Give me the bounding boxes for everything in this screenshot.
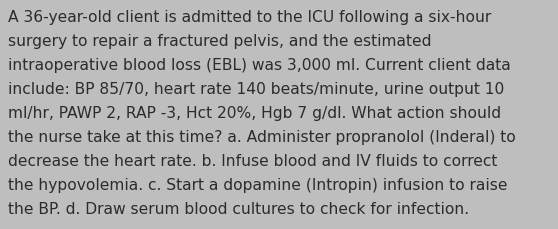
Text: intraoperative blood loss (EBL) was 3,000 ml. Current client data: intraoperative blood loss (EBL) was 3,00… [8, 58, 511, 73]
Text: A 36-year-old client is admitted to the ICU following a six-hour: A 36-year-old client is admitted to the … [8, 10, 491, 25]
Text: surgery to repair a fractured pelvis, and the estimated: surgery to repair a fractured pelvis, an… [8, 34, 431, 49]
Text: decrease the heart rate. b. Infuse blood and IV fluids to correct: decrease the heart rate. b. Infuse blood… [8, 153, 497, 168]
Text: the hypovolemia. c. Start a dopamine (Intropin) infusion to raise: the hypovolemia. c. Start a dopamine (In… [8, 177, 507, 192]
Text: include: BP 85/70, heart rate 140 beats/minute, urine output 10: include: BP 85/70, heart rate 140 beats/… [8, 82, 504, 97]
Text: the BP. d. Draw serum blood cultures to check for infection.: the BP. d. Draw serum blood cultures to … [8, 201, 469, 216]
Text: ml/hr, PAWP 2, RAP -3, Hct 20%, Hgb 7 g/dl. What action should: ml/hr, PAWP 2, RAP -3, Hct 20%, Hgb 7 g/… [8, 106, 501, 120]
Text: the nurse take at this time? a. Administer propranolol (Inderal) to: the nurse take at this time? a. Administ… [8, 129, 516, 144]
